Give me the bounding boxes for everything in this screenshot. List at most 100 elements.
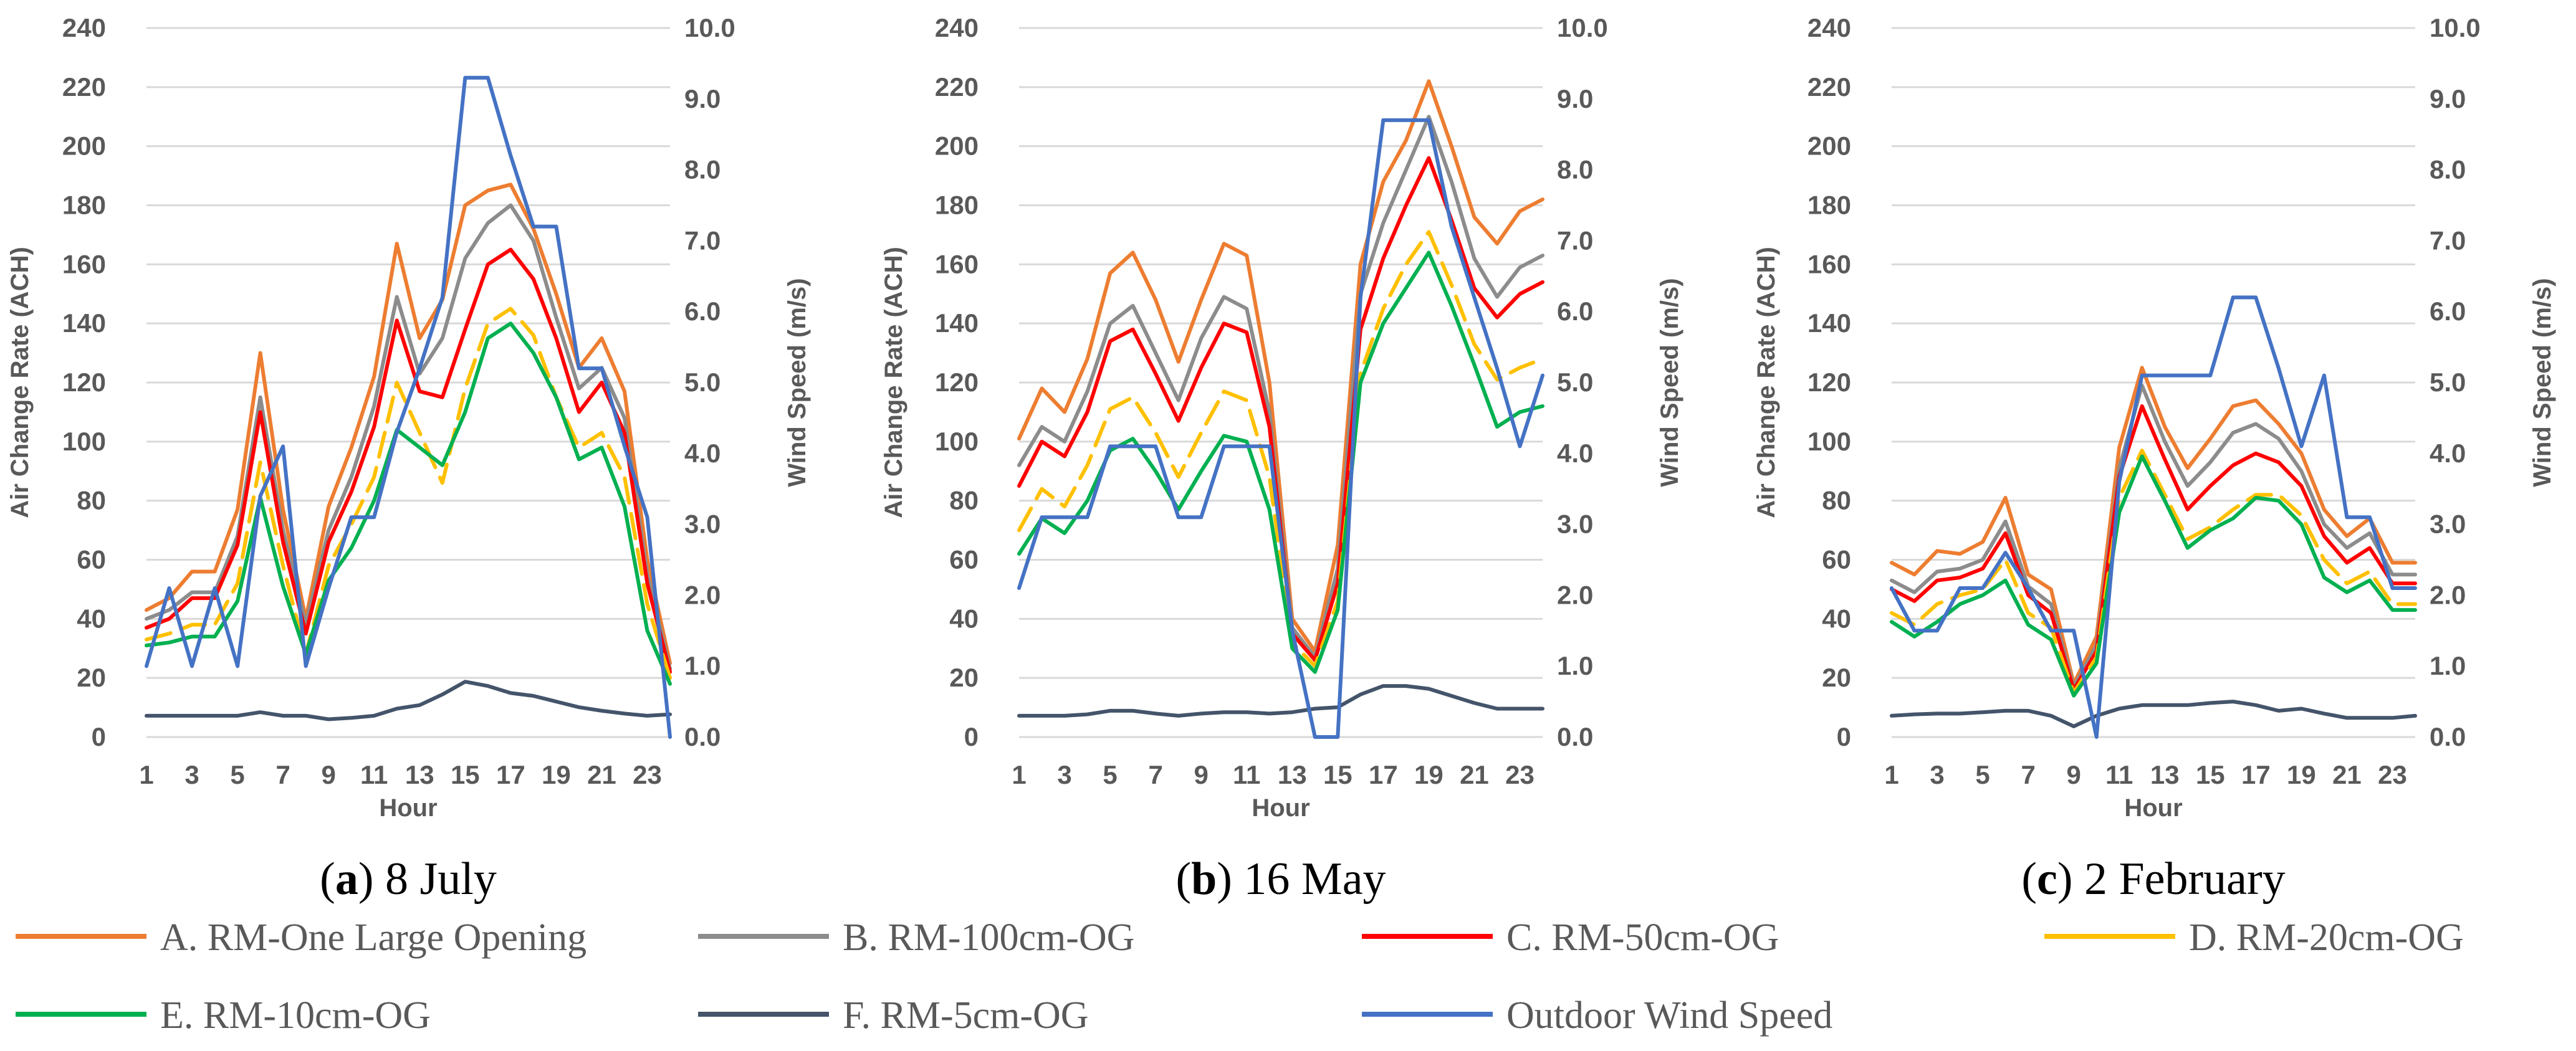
y-tick-label: 60 (77, 545, 106, 574)
legend-label: E. RM-10cm-OG (160, 994, 431, 1037)
y-tick-label: 140 (935, 308, 979, 338)
y-tick-label: 160 (62, 249, 106, 278)
x-tick-label: 15 (2196, 760, 2225, 789)
y2-tick-label: 1.0 (2430, 651, 2466, 680)
series-line-e-rm-10cm-og (1890, 454, 2417, 698)
y-tick-label: 0 (964, 722, 979, 751)
chart-panel-b: 0 20 40 60 80 100 120 140 160 180 200 220 240 0.0 1.0 2… (880, 13, 1683, 905)
y2-tick-label: 2.0 (684, 580, 721, 609)
x-tick-label: 5 (230, 760, 244, 789)
x-tick-label: 21 (587, 760, 616, 789)
x-tick-label: 11 (2105, 760, 2133, 789)
caption-paren-close: ) (2057, 854, 2073, 905)
caption-paren-open: ( (2021, 854, 2037, 905)
x-tick-label: 3 (1057, 760, 1071, 789)
y2-tick-label: 8.0 (2430, 155, 2466, 184)
series-line-c-rm-50cm-og (145, 247, 672, 674)
x-tick-label: 15 (451, 760, 480, 789)
y2-tick-label: 1.0 (1557, 651, 1593, 680)
series-line-d-rm-20cm-og (145, 307, 672, 680)
legend-item: E. RM-10cm-OG (16, 994, 431, 1037)
series-line-a-rm-one-large-opening (1017, 79, 1544, 654)
y2-tick-label: 7.0 (684, 226, 721, 255)
x-tick-label: 7 (2021, 760, 2035, 789)
y2-tick-label: 5.0 (684, 368, 721, 397)
x-tick-label: 9 (1194, 760, 1208, 789)
legend-item: D. RM-20cm-OG (2044, 916, 2464, 959)
panel-caption: (b) 16 May (1175, 854, 1386, 905)
x-tick-label: 7 (275, 760, 290, 789)
legend-label: A. RM-One Large Opening (160, 916, 587, 959)
y-tick-label: 140 (1808, 308, 1851, 338)
y-tick-label: 180 (62, 191, 106, 220)
y2-tick-label: 9.0 (684, 84, 721, 113)
y-tick-label: 100 (1808, 427, 1851, 456)
y-axis-title: Air Change Rate (ACH) (1753, 247, 1780, 518)
y2-tick-label: 2.0 (1557, 580, 1593, 609)
series-line-c-rm-50cm-og (1890, 404, 2417, 692)
x-tick-label: 17 (2241, 760, 2271, 789)
y2-tick-label: 2.0 (2430, 580, 2466, 609)
y-tick-label: 0 (1837, 722, 1851, 751)
series-line-f-rm-5cm-og (1890, 700, 2417, 728)
x-tick-label: 17 (1369, 760, 1398, 789)
x-tick-label: 3 (184, 760, 199, 789)
y2-tick-label: 3.0 (1557, 510, 1593, 539)
x-tick-label: 21 (2332, 760, 2362, 789)
caption-text: 2 February (2073, 854, 2286, 905)
y2-tick-label: 4.0 (1557, 439, 1593, 468)
y-tick-label: 240 (935, 13, 979, 42)
legend-label: C. RM-50cm-OG (1506, 916, 1779, 959)
y2-tick-label: 6.0 (684, 297, 721, 326)
y-tick-label: 60 (949, 545, 979, 574)
series-line-d-rm-20cm-og (1017, 230, 1544, 668)
y-tick-label: 20 (949, 663, 979, 692)
y2-tick-label: 4.0 (2430, 439, 2466, 468)
legend-item: Outdoor Wind Speed (1362, 994, 1832, 1037)
y-tick-label: 0 (92, 722, 106, 751)
x-tick-label: 19 (1414, 760, 1444, 789)
y-tick-label: 40 (1822, 604, 1851, 633)
y2-tick-label: 4.0 (684, 439, 721, 468)
x-tick-label: 1 (1012, 760, 1026, 789)
y2-tick-label: 0.0 (1557, 722, 1593, 751)
y-tick-label: 20 (77, 663, 106, 692)
caption-text: 8 July (373, 854, 496, 905)
x-tick-label: 15 (1323, 760, 1353, 789)
y-tick-label: 180 (935, 191, 979, 220)
x-tick-label: 5 (1975, 760, 1989, 789)
y-tick-label: 100 (935, 427, 979, 456)
x-tick-label: 23 (633, 760, 662, 789)
y-tick-label: 80 (949, 486, 979, 515)
x-tick-label: 5 (1103, 760, 1117, 789)
y-tick-label: 120 (935, 368, 979, 397)
x-tick-label: 21 (1460, 760, 1489, 789)
y2-tick-label: 3.0 (684, 510, 721, 539)
x-tick-label: 9 (2066, 760, 2080, 789)
x-tick-label: 11 (360, 760, 388, 789)
series-line-a-rm-one-large-opening (145, 183, 672, 665)
series-line-outdoor-wind-speed (1890, 295, 2417, 739)
legend-item: C. RM-50cm-OG (1362, 916, 1779, 959)
y-tick-label: 40 (77, 604, 106, 633)
y-tick-label: 160 (1808, 249, 1851, 278)
y2-tick-label: 9.0 (2430, 84, 2466, 113)
x-tick-label: 7 (1148, 760, 1162, 789)
series-line-a-rm-one-large-opening (1890, 366, 2417, 686)
y2-tick-label: 7.0 (2430, 226, 2466, 255)
x-tick-label: 23 (2378, 760, 2407, 789)
series-line-b-rm-100cm-og (1890, 383, 2417, 689)
y-tick-label: 20 (1822, 663, 1851, 692)
y-tick-label: 40 (949, 604, 979, 633)
y2-tick-label: 6.0 (1557, 297, 1593, 326)
series-line-outdoor-wind-speed (145, 75, 672, 739)
y-tick-label: 220 (62, 72, 106, 102)
y2-tick-label: 10.0 (684, 13, 735, 42)
y-tick-label: 80 (1822, 486, 1851, 515)
y-tick-label: 100 (62, 427, 106, 456)
y2-axis-title: Wind Speed (m/s) (2529, 278, 2556, 487)
caption-letter: c (2037, 854, 2057, 905)
y-tick-label: 220 (1808, 72, 1851, 102)
legend-label: F. RM-5cm-OG (843, 994, 1089, 1037)
